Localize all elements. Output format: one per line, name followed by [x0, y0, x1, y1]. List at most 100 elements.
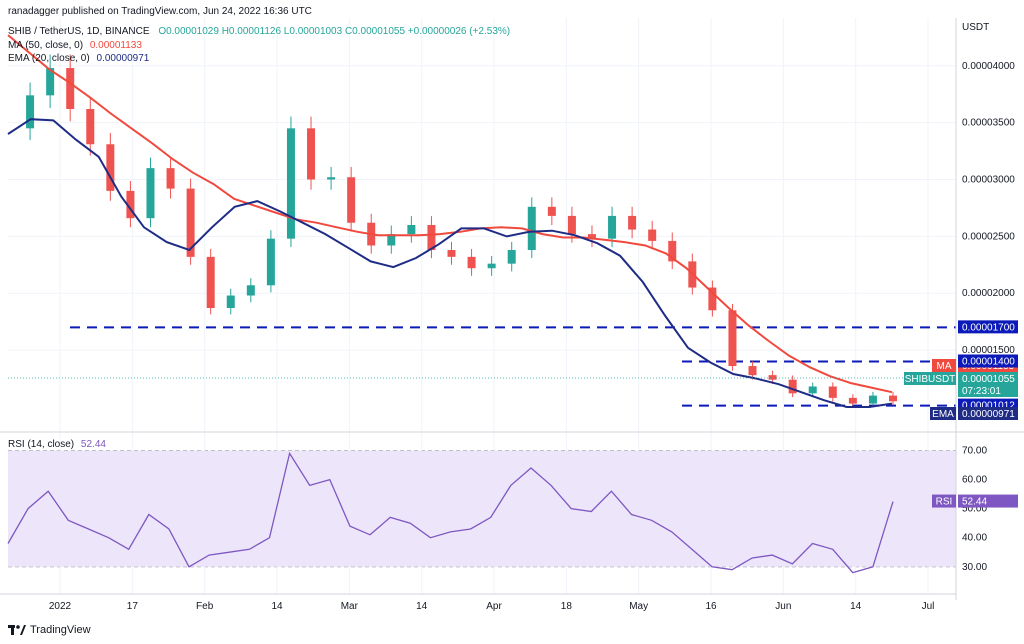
candle-body	[547, 206, 556, 216]
price-tick-label: 0.00003000	[962, 175, 1015, 186]
candle-body	[768, 375, 777, 380]
rsi-tick-label: 70.00	[962, 446, 987, 457]
published-line: ranadagger published on TradingView.com,…	[8, 6, 312, 17]
ma-legend-label: MA (50, close, 0)	[8, 40, 84, 51]
price-tick-label: 0.00002000	[962, 288, 1015, 299]
candle-body	[608, 215, 617, 239]
candle-body	[146, 168, 155, 219]
symbol-ohlc-line: SHIB / TetherUS, 1D, BINANCE O0.00001029…	[8, 26, 510, 37]
price-badge: EMA 0.00000971	[930, 407, 1018, 420]
rsi-axis: 70.00 60.00 50.00 40.00 30.00	[962, 446, 987, 573]
candle-body	[828, 386, 837, 398]
badge-value-box	[958, 494, 1018, 508]
price-tick-label: 0.00003500	[962, 118, 1015, 129]
time-tick-label: Jun	[775, 601, 791, 612]
time-tick-label: 16	[705, 601, 717, 612]
candle-body	[347, 177, 356, 223]
time-tick-label: Apr	[486, 601, 502, 612]
badge-value: 52.44	[962, 497, 987, 508]
ma-line	[7, 34, 893, 394]
ema-legend-label: EMA (20, close, 0)	[8, 53, 90, 64]
rsi-band	[8, 450, 956, 567]
candle-body	[628, 215, 637, 230]
candle-body	[106, 144, 115, 191]
badge-name-box	[932, 359, 956, 372]
candle-body	[728, 310, 737, 367]
time-tick-label: Feb	[196, 601, 214, 612]
time-tick-label: Jul	[922, 601, 935, 612]
candle-body	[86, 108, 95, 145]
symbol-label: SHIB / TetherUS, 1D, BINANCE	[8, 26, 150, 37]
price-tick-label: 0.00002500	[962, 231, 1015, 242]
price-axis: 0.00004000 0.00003500 0.00003000 0.00002500…	[962, 61, 1015, 356]
badge-countdown: 07:23:01	[962, 386, 1001, 397]
ema-legend[interactable]: EMA (20, close, 0) 0.00000971	[8, 53, 149, 64]
candle-body	[648, 229, 657, 241]
price-badge: RSI 52.44	[932, 494, 1018, 508]
badge-name-box	[904, 372, 956, 385]
tradingview-brand-text: TradingView	[30, 624, 91, 636]
candle-body	[567, 215, 576, 235]
candle-body	[788, 379, 797, 394]
candle-body	[226, 295, 235, 309]
rsi-tick-label: 40.00	[962, 533, 987, 544]
candle-body	[166, 168, 175, 189]
ma-legend-value: 0.00001133	[89, 40, 142, 51]
badge-name-box	[930, 407, 956, 420]
price-badges: MA0.00001133SHIBUSDT0.0000105507:23:010.…	[904, 320, 1018, 508]
rsi-legend-label: RSI (14, close)	[8, 439, 75, 450]
candle-body	[848, 397, 857, 404]
badge-value-box	[958, 372, 1018, 385]
rsi-tick-label: 50.00	[962, 504, 987, 515]
time-tick-label: 17	[127, 601, 139, 612]
badge-name-box	[932, 494, 956, 508]
ema-legend-value: 0.00000971	[96, 53, 150, 64]
time-tick-label: 14	[416, 601, 428, 612]
candle-body	[266, 238, 275, 286]
time-tick-label: May	[629, 601, 648, 612]
ma-legend[interactable]: MA (50, close, 0) 0.00001133	[8, 40, 142, 51]
candle-body	[868, 395, 877, 404]
horizontal-levels	[70, 326, 956, 407]
candle-body	[307, 128, 316, 180]
tradingview-logo[interactable]: TradingView	[8, 624, 91, 636]
time-tick-label: 2022	[49, 601, 72, 612]
ema-line	[7, 118, 893, 408]
rsi-tick-label: 60.00	[962, 475, 987, 486]
candle-body	[527, 206, 536, 251]
rsi-tick-label: 30.00	[962, 562, 987, 573]
candle-body	[708, 287, 717, 311]
rsi-legend-value: 52.44	[80, 439, 106, 450]
price-tick-label: 0.00001500	[962, 345, 1015, 356]
badge-value-box	[958, 407, 1018, 420]
badge-value: 0.00000971	[962, 409, 1015, 420]
price-tick-label: 0.00004000	[962, 61, 1015, 72]
badge-value: 0.00001055	[962, 374, 1015, 385]
candle-body	[889, 395, 897, 402]
candle-body	[407, 225, 416, 235]
level-badge-value: 0.00001012	[962, 401, 1015, 412]
candle-body	[427, 225, 436, 251]
level-badge-box	[958, 320, 1018, 334]
candle-body	[286, 128, 295, 239]
rsi-legend[interactable]: RSI (14, close) 52.44	[8, 439, 106, 450]
level-badge-value: 0.00001700	[962, 322, 1015, 333]
candle-body	[126, 190, 135, 219]
time-tick-label: 14	[850, 601, 862, 612]
candle-body	[26, 95, 35, 129]
badge-name: SHIBUSDT	[905, 374, 956, 385]
tradingview-logo-icon	[8, 625, 26, 635]
candle-body	[46, 68, 55, 96]
badge-name: MA	[937, 361, 952, 372]
level-badge-box	[958, 354, 1018, 368]
candle-body	[587, 234, 596, 239]
candle-body	[808, 386, 817, 394]
rsi-line	[7, 451, 894, 574]
candle-body	[748, 366, 757, 376]
candle-body	[507, 250, 516, 264]
ohlc-values: O0.00001029 H0.00001126 L0.00001003 C0.0…	[158, 26, 511, 37]
time-tick-label: 14	[271, 601, 283, 612]
candle-body	[186, 188, 195, 257]
candle-body	[467, 256, 476, 269]
